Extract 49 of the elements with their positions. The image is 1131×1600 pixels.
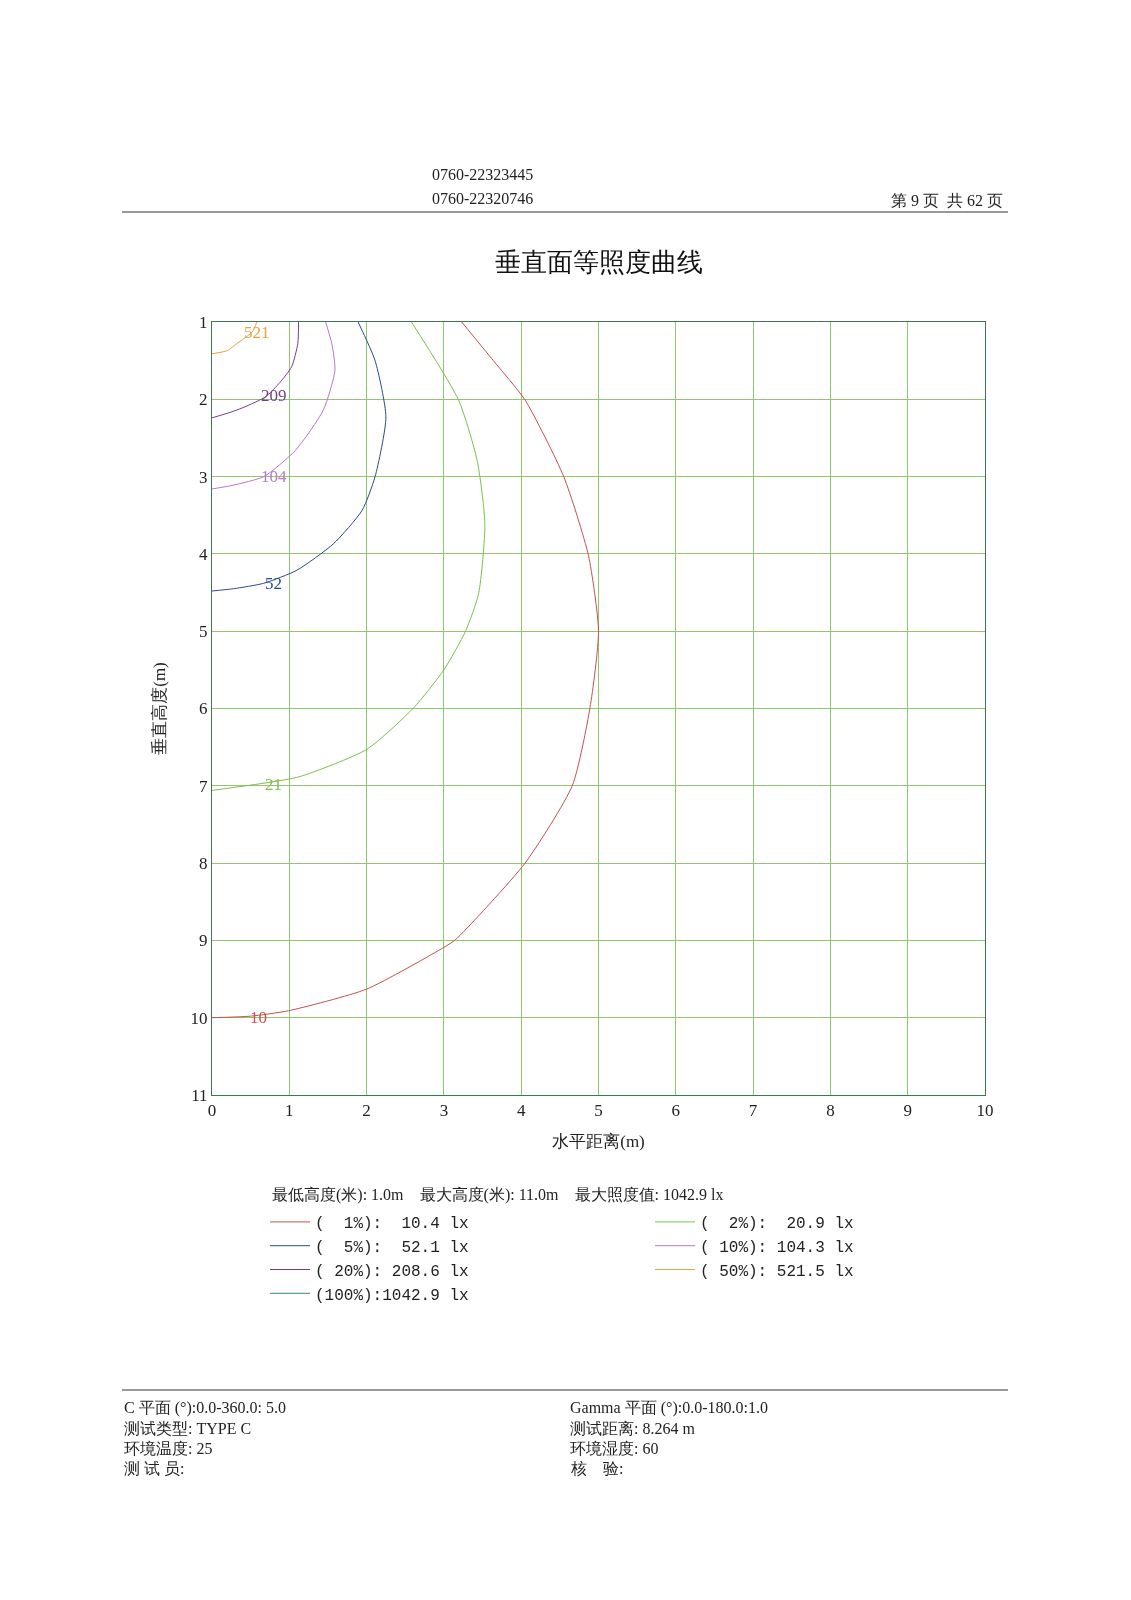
text: 第 9 页 共 62 页	[891, 192, 1003, 209]
legend-label: ( 5%): 52.1 lx	[315, 1238, 469, 1257]
y-tick-label: 8	[199, 854, 208, 874]
text: 核 验:	[570, 1460, 624, 1477]
text: Gamma 平面 (°):0.0-180.0:1.0	[570, 1399, 768, 1417]
legend-label: ( 1%): 10.4 lx	[315, 1215, 469, 1234]
legend-label: ( 50%): 521.5 lx	[700, 1262, 854, 1281]
text: 最低高度(米): 1.0m 最大高度(米): 11.0m 最大照度值: 1042.9 lx	[272, 1186, 724, 1204]
y-tick-label: 7	[199, 776, 209, 796]
x-tick-label: 8	[826, 1101, 835, 1121]
x-tick-label: 2	[362, 1101, 371, 1121]
text: 0760-22323445	[432, 166, 534, 183]
line-series	[212, 322, 300, 419]
y-tick-label: 11	[191, 1085, 208, 1105]
x-tick-label: 1	[285, 1101, 294, 1121]
text: C 平面 (°):0.0-360.0: 5.0	[124, 1399, 286, 1417]
line-series	[212, 322, 486, 791]
legend-label: ( 10%): 104.3 lx	[700, 1238, 854, 1257]
chart-title: 垂直面等照度曲线	[494, 248, 703, 278]
y-tick-label: 2	[199, 390, 208, 410]
y-tick-label: 1	[199, 312, 208, 332]
text: 环境温度: 25	[124, 1440, 213, 1457]
y-tick-label: 9	[199, 931, 208, 951]
y-tick-label: 5	[199, 622, 208, 642]
legend-label: ( 20%): 208.6 lx	[315, 1262, 469, 1281]
y-tick-label: 4	[199, 544, 209, 564]
x-tick-label: 9	[903, 1101, 912, 1121]
x-tick-label: 7	[748, 1101, 758, 1121]
x-tick-label: 5	[594, 1101, 603, 1121]
line-series	[212, 322, 336, 490]
text: 测试距离: 8.264 m	[570, 1420, 696, 1437]
text: 0760-22320746	[432, 190, 534, 207]
text: 环境湿度: 60	[570, 1440, 659, 1457]
y-tick-label: 10	[190, 1008, 208, 1028]
legend-label: (100%):1042.9 lx	[315, 1286, 469, 1305]
line-series	[212, 322, 387, 592]
y-tick-label: 6	[199, 699, 208, 719]
annotation: 52	[265, 574, 282, 593]
x-tick-label: 0	[207, 1101, 217, 1121]
text: 测 试 员:	[124, 1460, 185, 1477]
y-axis-title: 垂直高度(m)	[150, 662, 170, 755]
legend-label: ( 2%): 20.9 lx	[700, 1215, 854, 1234]
x-tick-label: 4	[516, 1101, 526, 1121]
x-axis-title: 水平距离(m)	[552, 1131, 645, 1151]
x-tick-label: 6	[671, 1101, 681, 1121]
x-tick-label: 3	[439, 1101, 449, 1121]
text: 测试类型: TYPE C	[124, 1420, 252, 1437]
y-tick-label: 3	[199, 467, 208, 487]
x-tick-label: 10	[976, 1101, 994, 1121]
